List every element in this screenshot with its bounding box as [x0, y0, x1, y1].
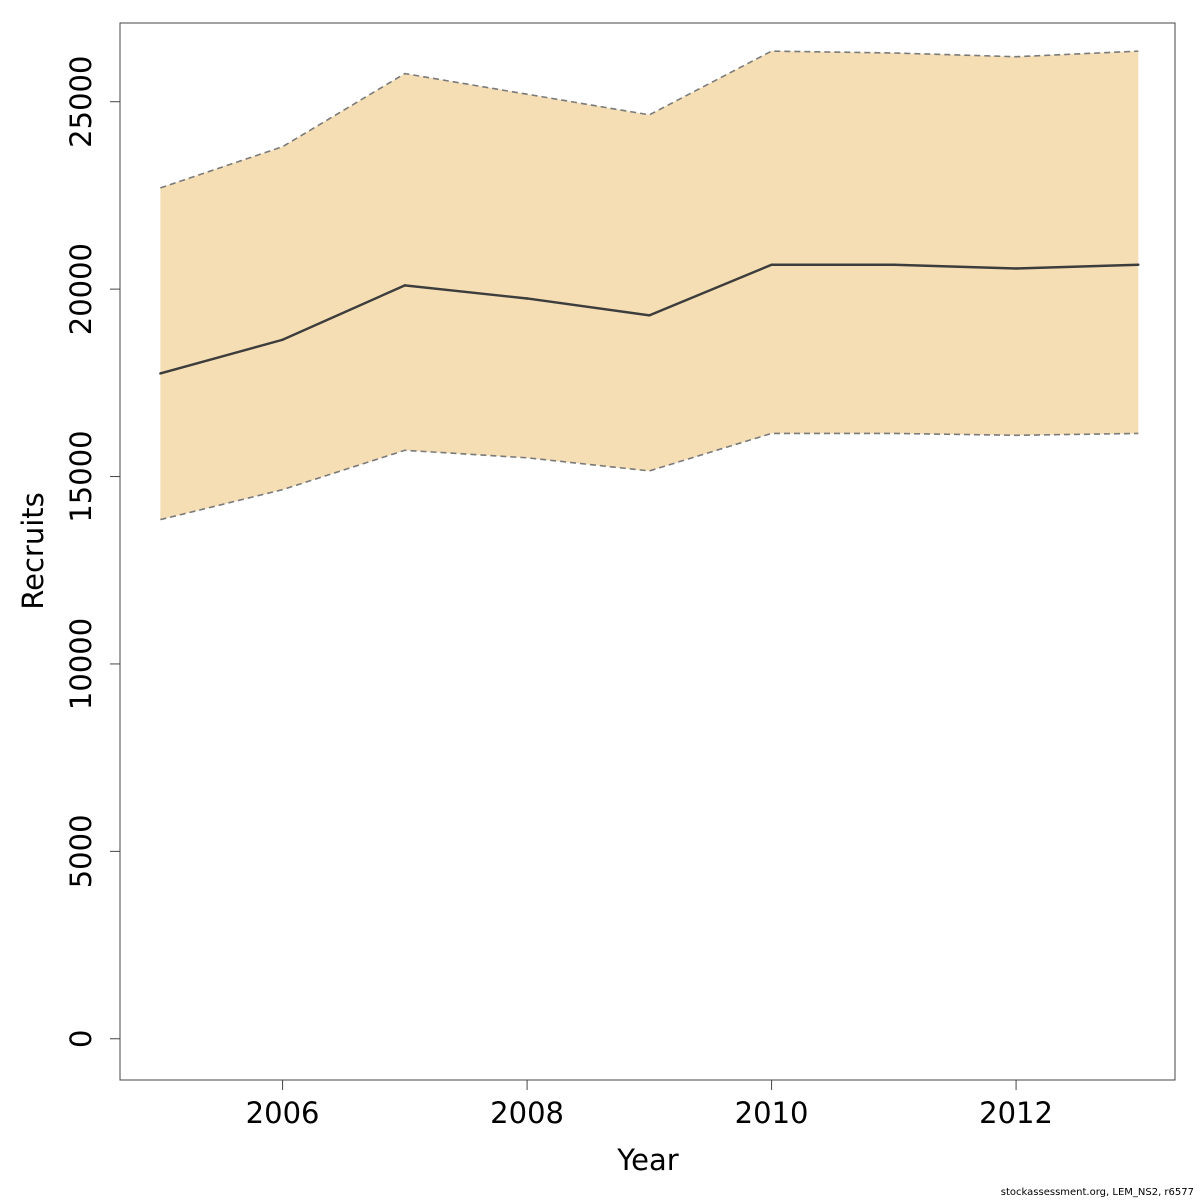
y-axis: 0 5000 10000 15000 20000 25000: [64, 56, 120, 1048]
estimate-point: [159, 372, 162, 375]
estimate-point: [525, 297, 529, 300]
x-axis-label: Year: [616, 1143, 678, 1177]
x-tick-label: 2008: [490, 1096, 564, 1130]
estimate-point: [648, 314, 651, 317]
x-tick-label: 2006: [246, 1096, 320, 1130]
estimate-point: [281, 338, 284, 341]
upper-bound-line: [160, 50, 1139, 189]
estimate-point: [403, 284, 407, 287]
x-tick-label: 2010: [735, 1096, 809, 1130]
plot-frame: [119, 22, 1176, 1081]
y-tick-label: 10000: [64, 618, 98, 710]
confidence-band: [160, 51, 1139, 520]
band-area: [160, 51, 1139, 520]
x-axis: 2006 2008 2010 2012: [246, 1080, 1053, 1130]
footer-credit: stockassessment.org, LEM_NS2, r6577: [1000, 1187, 1194, 1198]
x-tick-label: 2012: [979, 1096, 1053, 1130]
estimate-point: [892, 263, 896, 266]
estimate-point: [770, 263, 773, 266]
y-tick-label: 20000: [64, 243, 98, 335]
estimate-point: [1137, 263, 1140, 266]
y-axis-label: Recruits: [16, 492, 50, 609]
y-tick-label: 5000: [64, 814, 98, 888]
y-tick-label: 25000: [64, 56, 98, 148]
lower-bound-line: [160, 432, 1139, 521]
y-tick-label: 0: [64, 1030, 98, 1048]
series-lines: [159, 50, 1140, 521]
y-tick-label: 15000: [64, 430, 98, 522]
estimate-point: [1014, 267, 1018, 270]
